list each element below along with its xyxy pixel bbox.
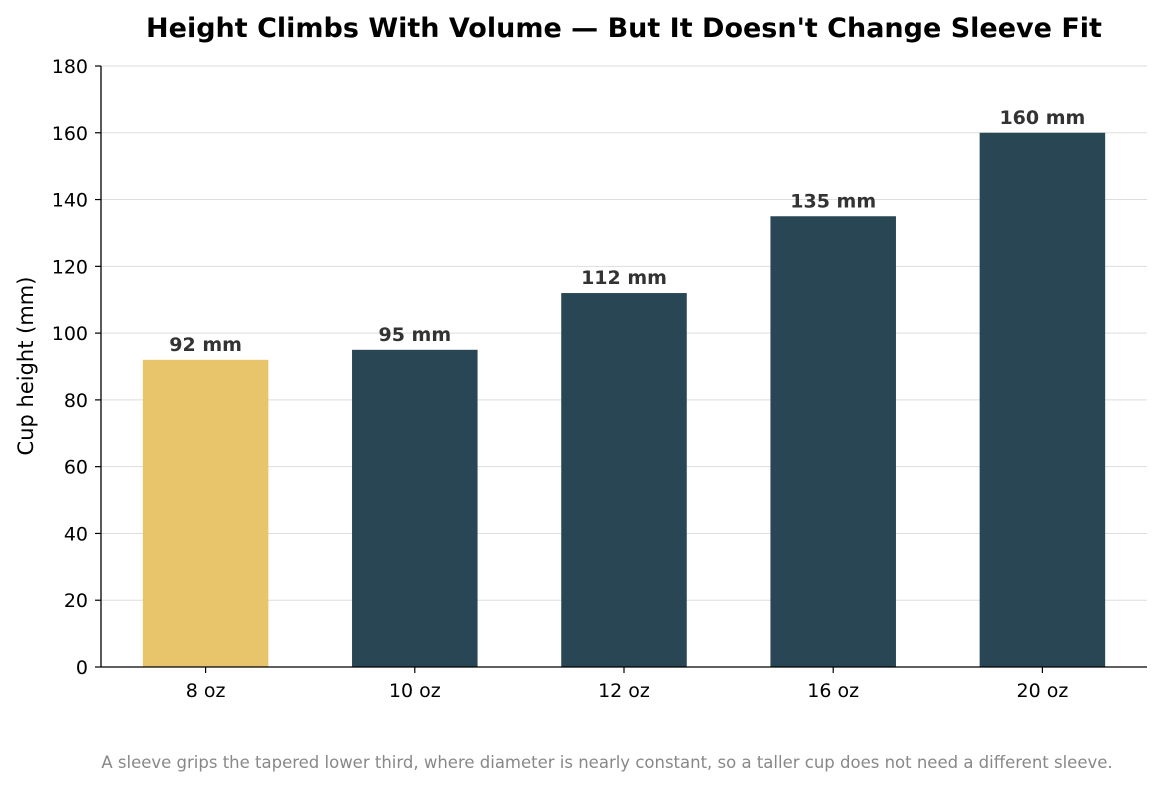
- bar: [352, 349, 478, 667]
- y-tick-label: 40: [64, 523, 88, 545]
- x-tick-label: 20 oz: [1016, 680, 1068, 702]
- bars: [142, 132, 1106, 667]
- y-tick-label: 160: [52, 123, 88, 145]
- x-tick-label: 12 oz: [598, 680, 650, 702]
- y-tick-label: 140: [52, 190, 88, 212]
- bar-value-label: 92 mm: [169, 334, 242, 356]
- x-tick-label: 10 oz: [389, 680, 441, 702]
- x-tick-label: 16 oz: [807, 680, 859, 702]
- x-tick-label: 8 oz: [186, 680, 226, 702]
- chart-title: Height Climbs With Volume — But It Doesn…: [146, 13, 1102, 44]
- chart-caption: A sleeve grips the tapered lower third, …: [101, 753, 1112, 772]
- bar-value-label: 135 mm: [790, 190, 876, 212]
- y-tick-label: 180: [52, 56, 88, 78]
- y-tick-label: 20: [64, 590, 88, 612]
- y-tick-label: 60: [64, 457, 88, 479]
- y-tick-label: 0: [76, 657, 88, 679]
- bar: [979, 132, 1106, 667]
- bar: [142, 359, 269, 667]
- y-tick-label: 100: [52, 323, 88, 345]
- bar-value-label: 160 mm: [999, 107, 1085, 129]
- data-labels: 92 mm 95 mm 112 mm 135 mm 160 mm: [169, 107, 1085, 356]
- bar: [561, 293, 687, 667]
- axes: 0 20 40 60 80 100 120 140 160 180 8 oz 10 oz 12 oz 16…: [52, 56, 1147, 702]
- bar-value-label: 112 mm: [581, 267, 667, 289]
- y-tick-label: 80: [64, 390, 88, 412]
- bar-value-label: 95 mm: [378, 324, 451, 346]
- y-axis-label: Cup height (mm): [14, 277, 38, 456]
- bar: [770, 216, 896, 667]
- y-tick-label: 120: [52, 256, 88, 278]
